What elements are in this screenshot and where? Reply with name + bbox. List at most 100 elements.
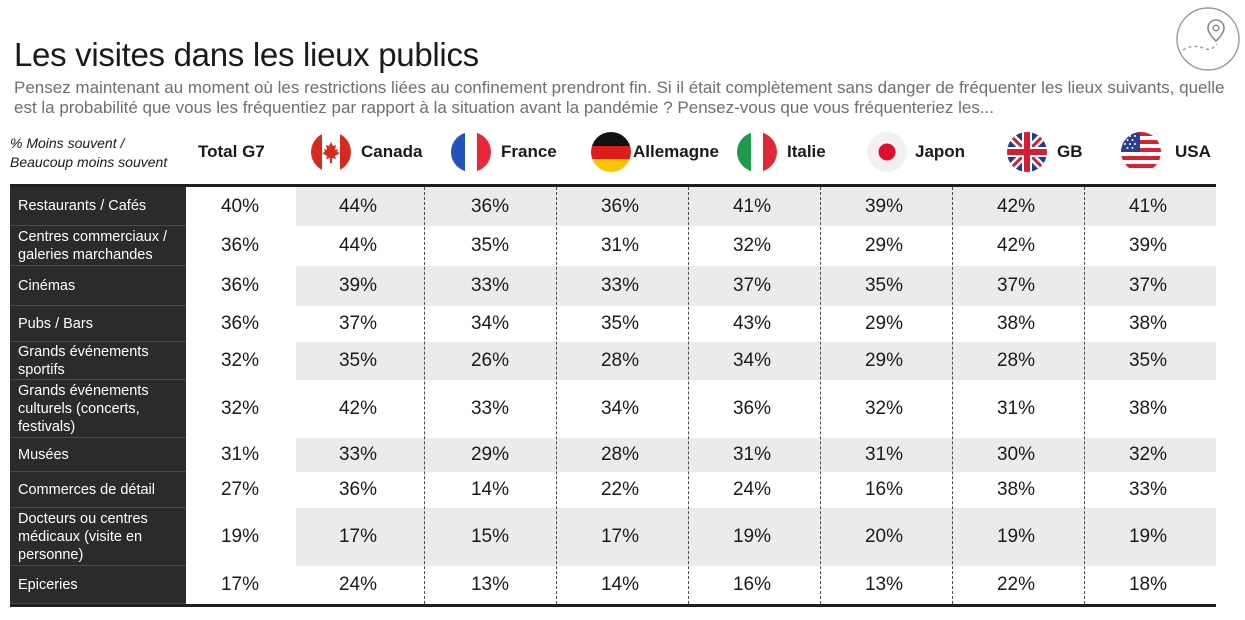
uk-flag-icon xyxy=(1007,132,1047,172)
column-header-gb: GB xyxy=(1007,132,1083,172)
table-top-rule xyxy=(10,184,1216,187)
table-row: Musées xyxy=(10,438,1216,472)
value-cell: 27% xyxy=(220,479,260,500)
value-cell: 40% xyxy=(220,195,260,217)
value-cell: 26% xyxy=(470,350,510,371)
row-label: Cinémas xyxy=(10,266,186,306)
value-cell: 20% xyxy=(864,526,904,547)
legend-line-2: Beaucoup moins souvent xyxy=(10,154,168,170)
column-label: Total G7 xyxy=(198,142,265,161)
column-label: France xyxy=(501,142,557,161)
table-bottom-rule xyxy=(10,604,1216,607)
value-cell: 32% xyxy=(1128,444,1168,465)
table-row: Pubs / Bars xyxy=(10,306,1216,342)
column-divider xyxy=(424,187,425,604)
value-cell: 32% xyxy=(732,235,772,256)
legend: % Moins souvent / Beaucoup moins souvent xyxy=(10,134,167,172)
value-cell: 16% xyxy=(732,574,772,595)
value-cell: 35% xyxy=(864,275,904,296)
table-row: Docteurs ou centres médicaux (visite en … xyxy=(10,508,1216,566)
italy-flag-icon xyxy=(737,132,777,172)
value-cell: 22% xyxy=(996,574,1036,595)
column-header-total-g7: Total G7 xyxy=(198,132,265,172)
value-cell: 19% xyxy=(996,526,1036,547)
value-cell: 38% xyxy=(996,313,1036,334)
value-cell: 38% xyxy=(1128,313,1168,334)
value-cell: 16% xyxy=(864,479,904,500)
column-label: Italie xyxy=(787,142,826,161)
value-cell: 42% xyxy=(338,398,378,419)
total-g7-column-band xyxy=(186,187,296,604)
value-cell: 14% xyxy=(600,574,640,595)
column-divider xyxy=(556,187,557,604)
value-cell: 39% xyxy=(338,275,378,296)
value-cell: 33% xyxy=(470,398,510,419)
row-band xyxy=(186,187,1216,226)
column-header-allemagne: Allemagne xyxy=(591,132,719,172)
value-cell: 36% xyxy=(220,313,260,334)
row-label: Musées xyxy=(10,438,186,472)
value-cell: 13% xyxy=(864,574,904,595)
value-cell: 33% xyxy=(1128,479,1168,500)
column-header-france: France xyxy=(451,132,557,172)
value-cell: 28% xyxy=(996,350,1036,371)
value-cell: 13% xyxy=(470,574,510,595)
france-flag-icon xyxy=(451,132,491,172)
value-cell: 22% xyxy=(600,479,640,500)
value-cell: 28% xyxy=(600,350,640,371)
value-cell: 24% xyxy=(338,574,378,595)
column-label: Allemagne xyxy=(633,142,719,161)
value-cell: 38% xyxy=(996,479,1036,500)
value-cell: 17% xyxy=(338,526,378,547)
row-label: Epiceries xyxy=(10,566,186,604)
value-cell: 14% xyxy=(470,479,510,500)
japan-flag-icon xyxy=(867,132,907,172)
value-cell: 38% xyxy=(1128,398,1168,419)
value-cell: 44% xyxy=(338,235,378,256)
value-cell: 32% xyxy=(220,398,260,419)
value-cell: 31% xyxy=(996,398,1036,419)
table-row: Grands événements culturels (concerts, f… xyxy=(10,380,1216,438)
value-cell: 44% xyxy=(338,195,378,217)
value-cell: 35% xyxy=(470,235,510,256)
value-cell: 35% xyxy=(600,313,640,334)
legend-line-1: % Moins souvent / xyxy=(10,135,125,151)
page-title: Les visites dans les lieux publics xyxy=(14,36,479,73)
value-cell: 36% xyxy=(470,195,510,217)
value-cell: 18% xyxy=(1128,574,1168,595)
table-row: Epiceries xyxy=(10,566,1216,604)
germany-flag-icon xyxy=(591,132,631,172)
value-cell: 33% xyxy=(470,275,510,296)
value-cell: 35% xyxy=(338,350,378,371)
value-cell: 41% xyxy=(1128,195,1168,217)
value-cell: 29% xyxy=(864,350,904,371)
value-cell: 34% xyxy=(732,350,772,371)
table-row: Commerces de détail xyxy=(10,472,1216,508)
value-cell: 41% xyxy=(732,195,772,217)
value-cell: 33% xyxy=(338,444,378,465)
column-header-canada: Canada xyxy=(311,132,422,172)
question-text: Pensez maintenant au moment où les restr… xyxy=(14,78,1225,117)
value-cell: 17% xyxy=(600,526,640,547)
row-label-column xyxy=(10,187,186,604)
value-cell: 29% xyxy=(864,235,904,256)
value-cell: 17% xyxy=(220,574,260,595)
column-divider xyxy=(688,187,689,604)
row-label: Pubs / Bars xyxy=(10,306,186,342)
value-cell: 30% xyxy=(996,444,1036,465)
row-label: Grands événements sportifs xyxy=(10,342,186,380)
column-label: GB xyxy=(1057,142,1083,161)
column-header-usa: USA xyxy=(1121,132,1211,172)
value-cell: 31% xyxy=(732,444,772,465)
value-cell: 37% xyxy=(732,275,772,296)
column-label: Japon xyxy=(915,142,966,161)
usa-flag-icon xyxy=(1121,132,1161,172)
row-label: Commerces de détail xyxy=(10,472,186,508)
location-pin-icon xyxy=(1176,7,1240,71)
table-row: Restaurants / Cafés xyxy=(10,187,1216,226)
value-cell: 37% xyxy=(338,313,378,334)
table-row: Cinémas xyxy=(10,266,1216,306)
value-cell: 36% xyxy=(732,398,772,419)
value-cell: 36% xyxy=(600,195,640,217)
row-label: Grands événements culturels (concerts, f… xyxy=(10,380,186,438)
